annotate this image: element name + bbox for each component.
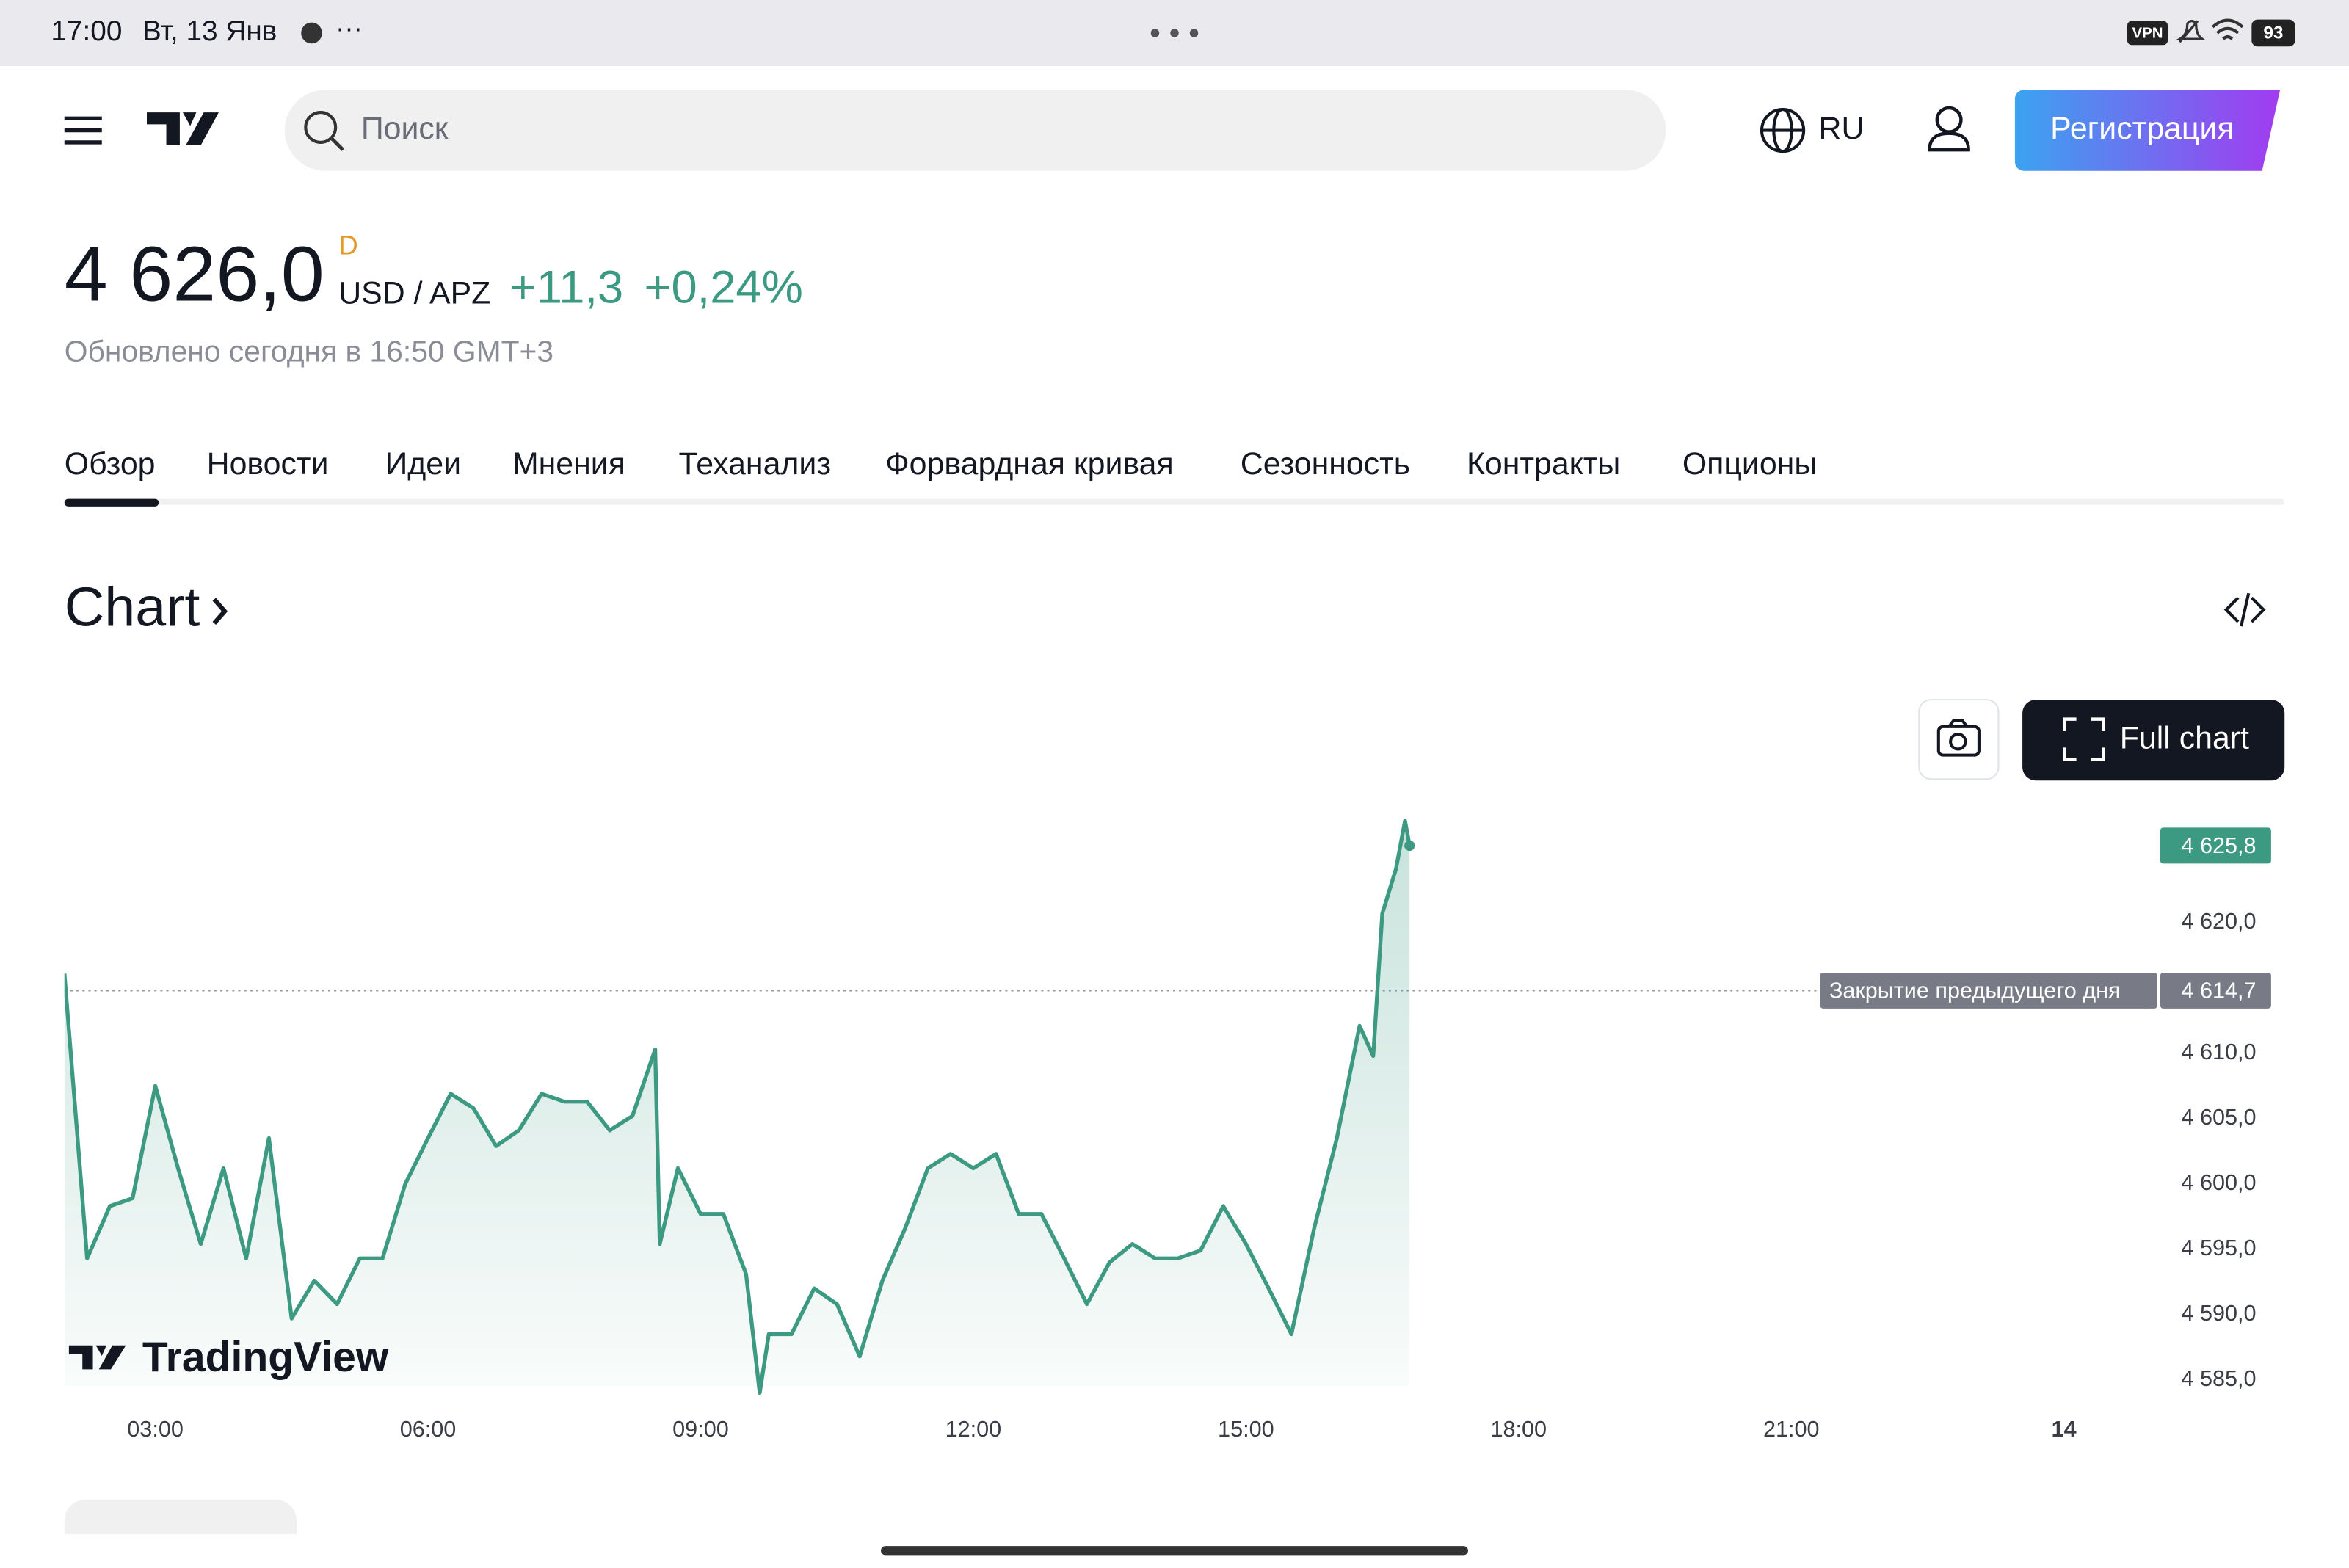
active-tab-underline bbox=[64, 498, 159, 507]
tab[interactable]: Новости bbox=[207, 446, 329, 482]
price-line bbox=[64, 819, 1412, 1395]
x-tick-label: 06:00 bbox=[400, 1417, 457, 1442]
section-title[interactable]: Chart bbox=[65, 577, 200, 639]
y-tick-label: 4 605,0 bbox=[2181, 1105, 2256, 1130]
section-arrow bbox=[212, 598, 228, 625]
vpn-text: VPN bbox=[2132, 25, 2163, 41]
embed-button[interactable] bbox=[2223, 592, 2266, 627]
full-chart-label: Full chart bbox=[2120, 721, 2249, 756]
previous-close-value: 4 614,7 bbox=[2181, 979, 2256, 1003]
currency: USD / APZ bbox=[338, 275, 490, 311]
tab[interactable]: Сезонность bbox=[1241, 446, 1410, 482]
price: 4 626,0 bbox=[65, 231, 324, 318]
tab[interactable]: Форвардная кривая bbox=[885, 446, 1174, 482]
battery-level: 93 bbox=[2263, 23, 2283, 43]
tab[interactable]: Опционы bbox=[1682, 446, 1817, 482]
x-tick-label: 12:00 bbox=[945, 1417, 1002, 1442]
x-tick-label: 14 bbox=[2052, 1417, 2077, 1442]
tab[interactable]: Теханализ bbox=[678, 446, 830, 482]
search-placeholder: Поиск bbox=[361, 111, 449, 146]
tab[interactable]: Контракты bbox=[1467, 446, 1620, 482]
window-dots bbox=[1150, 29, 1199, 37]
globe-icon[interactable] bbox=[1760, 107, 1806, 153]
previous-close-text: Закрытие предыдущего дня bbox=[1829, 979, 2121, 1003]
tab[interactable]: Обзор bbox=[65, 446, 156, 482]
y-tick-label: 4 610,0 bbox=[2181, 1039, 2256, 1064]
tab[interactable]: Мнения bbox=[512, 446, 625, 482]
menu-button[interactable] bbox=[64, 116, 102, 145]
status-date: Вт, 13 Янв bbox=[142, 15, 277, 47]
x-tick-label: 18:00 bbox=[1490, 1417, 1547, 1442]
status-more: ··· bbox=[335, 13, 363, 43]
watermark-logo bbox=[68, 1345, 126, 1370]
wifi-icon bbox=[2211, 18, 2244, 40]
watermark: TradingView bbox=[142, 1334, 389, 1381]
fullscreen-icon bbox=[2063, 717, 2105, 761]
vpn-badge bbox=[2127, 21, 2168, 46]
last-value-label: 4 625,8 bbox=[2181, 833, 2256, 858]
x-tick-label: 15:00 bbox=[1218, 1417, 1274, 1442]
full-chart-button[interactable] bbox=[2022, 700, 2285, 781]
price-chart: Закрытие предыдущего дня 4 614,7 4 585,0 4 … bbox=[64, 819, 2271, 1442]
last-point bbox=[1404, 840, 1415, 852]
area bbox=[64, 821, 1410, 1393]
user-icon[interactable] bbox=[1928, 106, 1970, 152]
tab[interactable]: Идеи bbox=[385, 446, 461, 482]
camera-icon bbox=[1936, 719, 1981, 757]
search-icon bbox=[304, 111, 338, 144]
tabs: Обзор Новости Идеи Мнения Теханализ Форвардна… bbox=[65, 446, 1817, 482]
x-tick-label: 21:00 bbox=[1763, 1417, 1820, 1442]
previous-close-value-tag bbox=[2160, 972, 2271, 1009]
y-tick-label: 4 590,0 bbox=[2181, 1301, 2256, 1326]
home-indicator bbox=[881, 1546, 1468, 1556]
search-box[interactable] bbox=[284, 90, 1666, 171]
previous-close-tag bbox=[1820, 972, 2157, 1009]
search-icon-handle bbox=[330, 137, 345, 151]
chrome-icon bbox=[301, 22, 322, 44]
interval: D bbox=[338, 230, 358, 260]
y-tick-label: 4 620,0 bbox=[2181, 909, 2256, 934]
change-percent: +0,24% bbox=[645, 262, 803, 313]
language[interactable]: RU bbox=[1819, 111, 1865, 146]
y-tick-label: 4 595,0 bbox=[2181, 1235, 2256, 1260]
mute-icon bbox=[2175, 19, 2206, 43]
register-label: Регистрация bbox=[2050, 111, 2234, 146]
snapshot-button[interactable] bbox=[1918, 699, 2000, 780]
x-tick-label: 09:00 bbox=[672, 1417, 729, 1442]
battery bbox=[2251, 19, 2295, 47]
change: +11,3 bbox=[509, 262, 623, 313]
y-tick-label: 4 600,0 bbox=[2181, 1170, 2256, 1195]
tabs-track bbox=[64, 498, 2285, 505]
y-tick-label: 4 585,0 bbox=[2181, 1366, 2256, 1391]
updated: Обновлено сегодня в 16:50 GMT+3 bbox=[65, 334, 553, 368]
logo[interactable] bbox=[147, 112, 219, 146]
x-tick-label: 03:00 bbox=[127, 1417, 184, 1442]
register-button[interactable] bbox=[2014, 90, 2281, 171]
last-value-tag bbox=[2160, 827, 2271, 864]
status-time: 17:00 bbox=[51, 15, 122, 47]
